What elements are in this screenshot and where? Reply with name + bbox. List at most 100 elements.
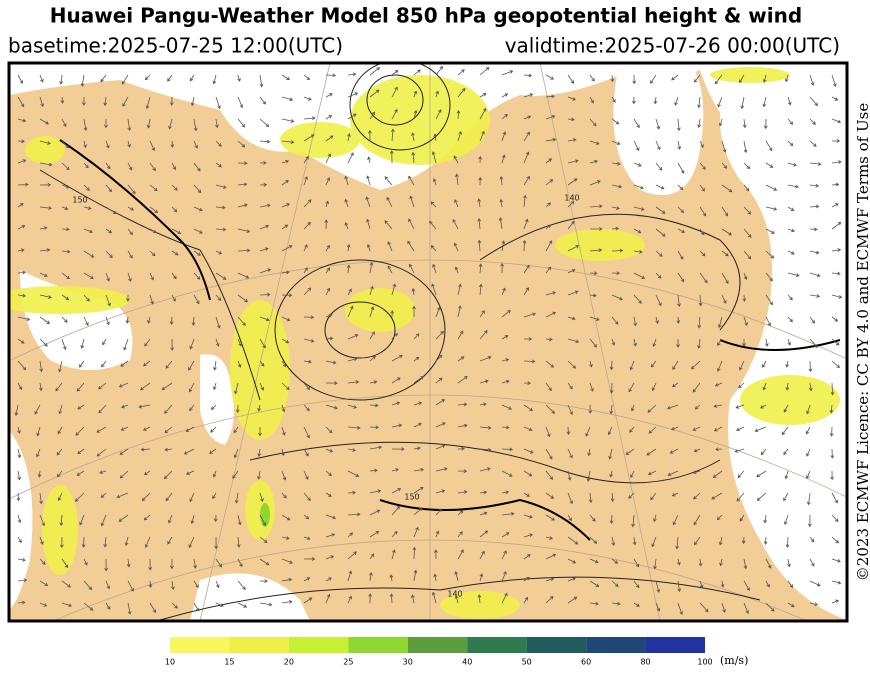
wind-arrow (629, 426, 635, 433)
wind-arrow (501, 93, 509, 98)
colorbar-swatch (645, 637, 705, 653)
wind-arrow (76, 470, 85, 476)
wind-arrow (809, 602, 818, 607)
wind-arrow (434, 549, 438, 560)
wind-arrow (365, 196, 371, 208)
wind-arrow (677, 250, 684, 260)
wind-arrow (765, 250, 775, 259)
wind-arrow (831, 316, 839, 322)
wind-arrow (589, 382, 594, 392)
wind-arrow (188, 536, 195, 549)
wind-arrow (787, 140, 794, 147)
wind-arrow (829, 404, 834, 414)
wind-arrow (413, 526, 419, 538)
wind-arrow (545, 360, 555, 368)
wind-arrow (237, 514, 242, 526)
wind-arrow (765, 162, 774, 168)
wind-arrow (17, 293, 27, 298)
wind-arrow (479, 402, 487, 407)
wind-arrow (783, 404, 789, 413)
wind-arrow (325, 287, 331, 296)
wind-arrow (237, 182, 248, 187)
wind-arrow (235, 404, 240, 414)
wind-arrow (454, 595, 459, 604)
wind-arrow (237, 96, 244, 109)
wind-arrow (36, 448, 41, 458)
wind-arrow (435, 330, 444, 340)
wind-arrow (589, 248, 603, 253)
wind-arrow (676, 338, 680, 348)
wind-arrow (674, 96, 679, 106)
wind-arrow (391, 283, 397, 296)
wind-arrow (611, 140, 621, 146)
wind-arrow (479, 550, 485, 560)
wind-arrow (165, 492, 173, 502)
wind-arrow (677, 294, 681, 308)
wind-arrow (144, 536, 151, 548)
wind-arrow (98, 404, 107, 414)
wind-arrow (391, 447, 405, 452)
wind-arrow (611, 558, 619, 564)
wind-arrow (672, 360, 679, 371)
wind-arrow (787, 96, 792, 106)
wind-arrow (105, 602, 111, 610)
wind-arrow (830, 470, 834, 481)
wind-arrow (655, 250, 663, 257)
wind-arrow (39, 206, 52, 210)
wind-arrow (523, 492, 530, 497)
wind-arrow (369, 67, 381, 76)
wind-arrow (808, 382, 813, 392)
wind-arrow (389, 574, 394, 582)
map: 150 140 140 150 (7, 61, 849, 623)
wind-arrow (281, 360, 287, 368)
wind-arrow (77, 448, 85, 455)
wind-arrow (545, 266, 552, 274)
wind-arrow (523, 151, 530, 164)
wind-arrow (237, 338, 242, 347)
wind-arrow (185, 426, 195, 432)
wind-arrow (435, 399, 446, 406)
wind-arrow (214, 536, 218, 550)
wind-arrow (479, 530, 489, 538)
wind-arrow (237, 272, 250, 279)
wind-arrow (325, 448, 334, 453)
wind-arrow (212, 74, 217, 85)
wind-arrow (721, 140, 727, 153)
wind-arrow (413, 109, 418, 120)
wind-arrow (55, 382, 63, 392)
wind-arrow (303, 134, 315, 142)
wind-arrow (545, 382, 552, 392)
wind-arrow (588, 404, 593, 414)
wind-arrow (347, 305, 354, 318)
wind-arrow (171, 580, 175, 591)
wind-arrow (303, 116, 316, 121)
wind-arrow (17, 203, 24, 208)
wind-arrow (147, 316, 151, 324)
wind-arrow (170, 140, 175, 148)
wind-arrow (193, 558, 197, 569)
wind-arrow (257, 448, 262, 457)
wind-arrow (17, 360, 27, 371)
wind-arrow (736, 492, 745, 502)
wind-arrow (787, 558, 791, 568)
wind-arrow (170, 338, 175, 351)
wind-arrow (281, 492, 287, 499)
wind-arrow (676, 316, 681, 324)
wind-arrow (713, 404, 723, 408)
wind-arrow (545, 596, 554, 604)
wind-arrow (765, 184, 778, 191)
wind-arrow (77, 404, 85, 410)
wind-arrow (413, 356, 420, 362)
wind-arrow (545, 426, 551, 438)
wind-arrow (257, 470, 261, 480)
wind-arrow (17, 514, 22, 524)
wind-arrow (699, 140, 704, 148)
wind-arrow (367, 156, 371, 164)
wind-arrow (39, 558, 46, 565)
wind-arrow (215, 316, 221, 329)
wind-arrow (281, 338, 290, 344)
wind-arrow (259, 182, 268, 187)
wind-arrow (435, 90, 439, 98)
wind-arrow (369, 403, 379, 408)
